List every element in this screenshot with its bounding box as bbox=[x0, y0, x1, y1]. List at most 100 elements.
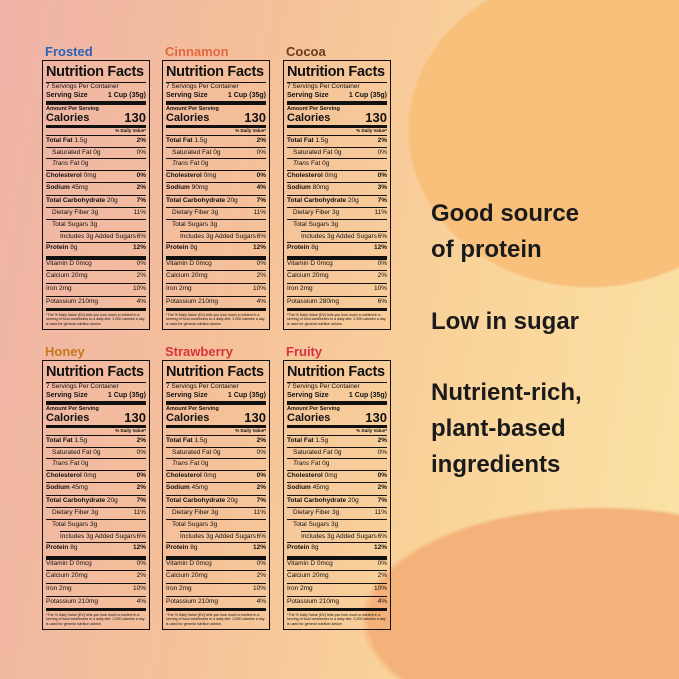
nutrient-amount: 45mg bbox=[71, 484, 88, 491]
nutrient-row: Includes 3g Added Sugars bbox=[301, 533, 377, 541]
footnote: *The % Daily Value (DV) tells you how mu… bbox=[46, 613, 145, 626]
row-divider bbox=[166, 283, 266, 284]
row-divider bbox=[166, 219, 266, 220]
nutrient-amount: 3g bbox=[330, 221, 339, 228]
nutrient-amount: 1.5g bbox=[194, 137, 208, 144]
nutrient-row: Total Carbohydrate 20g bbox=[166, 497, 238, 505]
row-divider bbox=[46, 470, 146, 471]
nutrient-amount: 3g bbox=[91, 209, 99, 216]
nutrient-name: Total Fat bbox=[46, 437, 73, 444]
nutrition-label: Nutrition Facts 7 Servings Per Container S… bbox=[162, 360, 270, 630]
row-divider bbox=[287, 435, 387, 436]
nutrient-amount: 0g bbox=[334, 149, 342, 156]
nutrient-name: Iron bbox=[287, 585, 299, 592]
nutrient-name: Total Carbohydrate bbox=[287, 497, 347, 504]
nutrient-row: Total Carbohydrate 20g bbox=[166, 197, 238, 205]
nutrient-amount: 210mg bbox=[319, 598, 340, 605]
nutrient-amount: 8g bbox=[70, 544, 78, 551]
daily-value: 2% bbox=[256, 484, 266, 491]
row-divider bbox=[287, 507, 387, 508]
label-title: Nutrition Facts bbox=[166, 64, 264, 80]
nutrient-name: Sodium bbox=[287, 184, 311, 191]
nutrient-amount: 20g bbox=[106, 497, 118, 504]
daily-value: 12% bbox=[373, 244, 387, 251]
nutrient-name: Total Sugars bbox=[52, 221, 89, 228]
dv-header: % Daily Value* bbox=[356, 428, 387, 433]
nutrient-row: Calcium 20mg bbox=[46, 272, 88, 280]
calories-label: Calories bbox=[166, 112, 210, 124]
row-divider bbox=[46, 507, 146, 508]
nutrient-row: Total Sugars 3g bbox=[293, 521, 338, 529]
nutrient-name: Total Fat bbox=[287, 437, 314, 444]
amount-per-serving: Amount Per Serving bbox=[287, 106, 340, 112]
label-title: Nutrition Facts bbox=[46, 64, 144, 80]
nutrient-row: Potassium 210mg bbox=[46, 298, 99, 306]
nutrient-row: Saturated Fat 0g bbox=[293, 449, 341, 457]
nutrient-amount: 3g bbox=[209, 521, 218, 528]
row-divider bbox=[301, 231, 387, 232]
nutrient-amount: 20g bbox=[347, 197, 359, 204]
thick-bar bbox=[287, 608, 387, 611]
daily-value: 0% bbox=[256, 172, 266, 179]
nutrient-name: Dietary Fiber bbox=[52, 209, 90, 216]
daily-value: 7% bbox=[377, 497, 387, 504]
nutrient-row: Iron 2mg bbox=[46, 285, 72, 293]
row-divider bbox=[166, 158, 266, 159]
nutrient-row: Dietary Fiber 3g bbox=[293, 209, 339, 217]
row-divider bbox=[287, 596, 387, 597]
divider bbox=[287, 382, 387, 383]
row-divider bbox=[287, 219, 387, 220]
daily-value: 6% bbox=[377, 233, 387, 240]
nutrient-name: Protein bbox=[287, 244, 310, 251]
nutrition-label: Nutrition Facts 7 Servings Per Container S… bbox=[283, 60, 391, 330]
thick-bar bbox=[287, 256, 387, 260]
daily-value: 12% bbox=[373, 544, 387, 551]
nutrient-name: Iron bbox=[166, 585, 178, 592]
nutrient-amount: 210mg bbox=[78, 298, 99, 305]
nutrient-row: Total Carbohydrate 20g bbox=[287, 497, 359, 505]
nutrient-amount: 3g bbox=[89, 521, 98, 528]
nutrient-amount: 0mcg bbox=[75, 260, 92, 267]
row-divider bbox=[287, 182, 387, 183]
serving-size: 1 Cup (35g) bbox=[348, 392, 387, 399]
nutrient-row: Iron 2mg bbox=[287, 285, 313, 293]
nutrient-name: Total Sugars bbox=[293, 221, 330, 228]
nutrient-amount: 20g bbox=[226, 197, 238, 204]
nutrient-row: Protein 8g bbox=[287, 244, 318, 252]
nutrient-row: Trans Fat 0g bbox=[52, 160, 88, 168]
nutrient-amount: 2mg bbox=[179, 585, 192, 592]
nutrient-row: Potassium 210mg bbox=[166, 598, 218, 606]
amount-per-serving: Amount Per Serving bbox=[46, 406, 99, 412]
nutrient-name: Vitamin D bbox=[166, 260, 195, 267]
calories-value: 130 bbox=[124, 110, 146, 125]
daily-value: 2% bbox=[377, 572, 387, 579]
nutrient-name: Saturated Fat bbox=[52, 149, 92, 156]
nutrient-name: Trans bbox=[293, 160, 310, 167]
thick-bar bbox=[166, 401, 266, 405]
amount-per-serving: Amount Per Serving bbox=[166, 106, 219, 112]
thick-bar bbox=[46, 556, 146, 560]
nutrient-amount: 8g bbox=[70, 244, 78, 251]
daily-value: 0% bbox=[256, 560, 266, 567]
flavor-name: Cinnamon bbox=[165, 44, 229, 59]
daily-value: 3% bbox=[377, 184, 387, 191]
daily-value: 10% bbox=[252, 585, 266, 592]
daily-value: 10% bbox=[132, 285, 146, 292]
nutrient-row: Cholesterol 0mg bbox=[46, 472, 96, 480]
nutrient-name: Vitamin D bbox=[166, 560, 195, 567]
row-divider bbox=[287, 296, 387, 297]
nutrient-name: Calcium bbox=[46, 272, 70, 279]
flavor-name: Frosted bbox=[45, 44, 93, 59]
nutrient-name: Includes 3g Added Sugars bbox=[60, 233, 136, 240]
nutrient-row: Trans Fat 0g bbox=[172, 460, 208, 468]
daily-value: 4% bbox=[256, 298, 266, 305]
nutrient-name: Sodium bbox=[166, 184, 190, 191]
servings: 7 Servings Per Container bbox=[46, 383, 119, 390]
row-divider bbox=[46, 495, 146, 496]
nutrient-amount: 0mcg bbox=[195, 260, 212, 267]
nutrient-row: Includes 3g Added Sugars bbox=[60, 533, 136, 541]
nutrient-row: Total Sugars 3g bbox=[293, 221, 339, 229]
nutrient-row: Protein 8g bbox=[46, 544, 78, 552]
row-divider bbox=[166, 596, 266, 597]
daily-value: 10% bbox=[132, 585, 146, 592]
